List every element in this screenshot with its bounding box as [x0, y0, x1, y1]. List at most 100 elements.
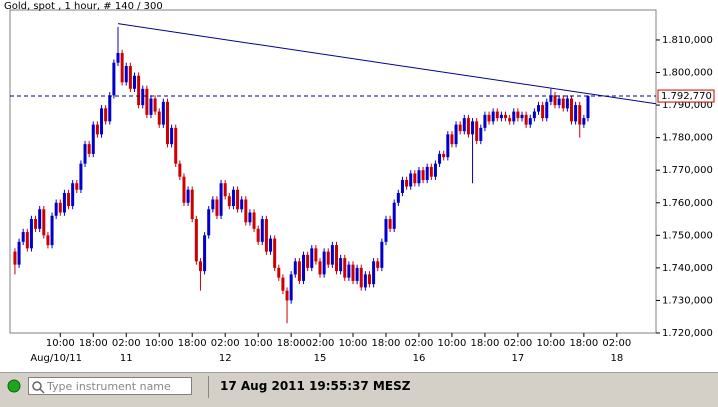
candle-body — [561, 98, 565, 109]
candle-body — [297, 261, 301, 281]
candle-body — [178, 163, 182, 177]
candle-body — [104, 108, 108, 122]
candle-body — [343, 258, 347, 278]
candle-body — [17, 241, 21, 265]
y-tick-label: 1.750,000 — [662, 230, 713, 241]
candle-body — [75, 183, 79, 190]
candle-body — [260, 219, 264, 242]
x-date-label: 15 — [314, 353, 327, 364]
candle-body — [116, 52, 120, 63]
candle-body — [479, 127, 483, 141]
candle-body — [405, 179, 409, 187]
x-tick-label: 10:00 — [339, 338, 368, 349]
candle-body — [499, 114, 503, 119]
x-tick-label: 18:00 — [569, 338, 598, 349]
candle-body — [578, 105, 582, 125]
candle-body — [211, 199, 215, 210]
timestamp: 17 Aug 2011 19:55:37 MESZ — [220, 379, 411, 393]
candle-body — [236, 189, 240, 210]
candle-body — [425, 166, 429, 180]
candle-body — [504, 114, 508, 119]
x-date-label: Aug/10/11 — [30, 353, 82, 364]
candle-body — [79, 163, 83, 190]
candle-body — [495, 111, 499, 119]
candle-body — [91, 124, 95, 154]
x-tick-label: 10:00 — [536, 338, 565, 349]
candle-body — [392, 202, 396, 229]
x-tick-label: 02:00 — [211, 338, 240, 349]
candle-body — [46, 235, 50, 246]
candle-body — [339, 258, 343, 272]
x-tick-label: 02:00 — [112, 338, 141, 349]
candle-body — [528, 118, 532, 125]
status-icon — [7, 379, 21, 393]
x-tick-label: 10:00 — [438, 338, 467, 349]
candle-body — [71, 183, 75, 207]
candle-body — [314, 248, 318, 262]
candle-body — [318, 261, 322, 275]
candle-body — [376, 261, 380, 268]
candle-body — [13, 251, 17, 265]
candle-body — [112, 62, 116, 96]
candle-body — [203, 235, 207, 272]
candle-body — [153, 98, 157, 112]
y-tick-label: 1.780,000 — [662, 133, 713, 144]
search-icon — [32, 381, 45, 394]
candle-body — [537, 105, 541, 112]
candle-body — [120, 52, 124, 83]
candle-body — [194, 219, 198, 262]
x-date-label: 11 — [120, 353, 133, 364]
candle-body — [34, 219, 38, 229]
candle-body — [446, 134, 450, 158]
candle-body — [227, 196, 231, 207]
candle-body — [541, 105, 545, 119]
x-tick-label: 10:00 — [244, 338, 273, 349]
candle-body — [545, 101, 549, 119]
candle-body — [95, 124, 99, 135]
candle-body — [372, 261, 376, 285]
candle-body — [302, 254, 306, 281]
candle-body — [454, 124, 458, 145]
x-tick-label: 02:00 — [602, 338, 631, 349]
y-tick-label: 1.720,000 — [662, 328, 713, 339]
candle-body — [67, 192, 71, 207]
candle-body — [516, 111, 520, 119]
chart: Gold, spot , 1 hour, # 140 / 300 1.720,0… — [4, 1, 715, 364]
candle-body — [50, 215, 54, 246]
x-date-label: 18 — [610, 353, 623, 364]
candle-body — [450, 134, 454, 145]
candle-body — [429, 166, 433, 177]
x-tick-label: 02:00 — [503, 338, 532, 349]
candle-body — [248, 212, 252, 223]
candle-body — [256, 228, 260, 242]
candle-body — [569, 98, 573, 122]
candle-body — [223, 183, 227, 197]
candle-body — [471, 121, 475, 135]
separator — [208, 376, 209, 398]
candle-body — [182, 176, 186, 203]
candle-body — [359, 267, 363, 288]
candle-body — [145, 88, 149, 115]
x-tick-label: 18:00 — [277, 338, 306, 349]
candle-body — [215, 199, 219, 216]
y-tick-label: 1.760,000 — [662, 198, 713, 209]
candle-body — [170, 127, 174, 145]
candle-body — [165, 101, 169, 145]
candle-body — [466, 118, 470, 135]
trendline — [117, 23, 657, 105]
candle-body — [285, 290, 289, 301]
candle-body — [347, 264, 351, 278]
candle-body — [549, 95, 553, 102]
candle-body — [475, 121, 479, 141]
candle-body — [281, 277, 285, 291]
candle-body — [442, 153, 446, 158]
instrument-input[interactable]: Type instrument name — [28, 377, 192, 395]
candle-body — [400, 179, 404, 193]
x-tick-label: 10:00 — [46, 338, 75, 349]
candle-body — [582, 118, 586, 125]
y-tick-label: 1.740,000 — [662, 263, 713, 274]
candle-body — [133, 75, 137, 89]
candle-body — [458, 124, 462, 132]
y-tick-label: 1.770,000 — [662, 165, 713, 176]
candle-body — [417, 170, 421, 184]
